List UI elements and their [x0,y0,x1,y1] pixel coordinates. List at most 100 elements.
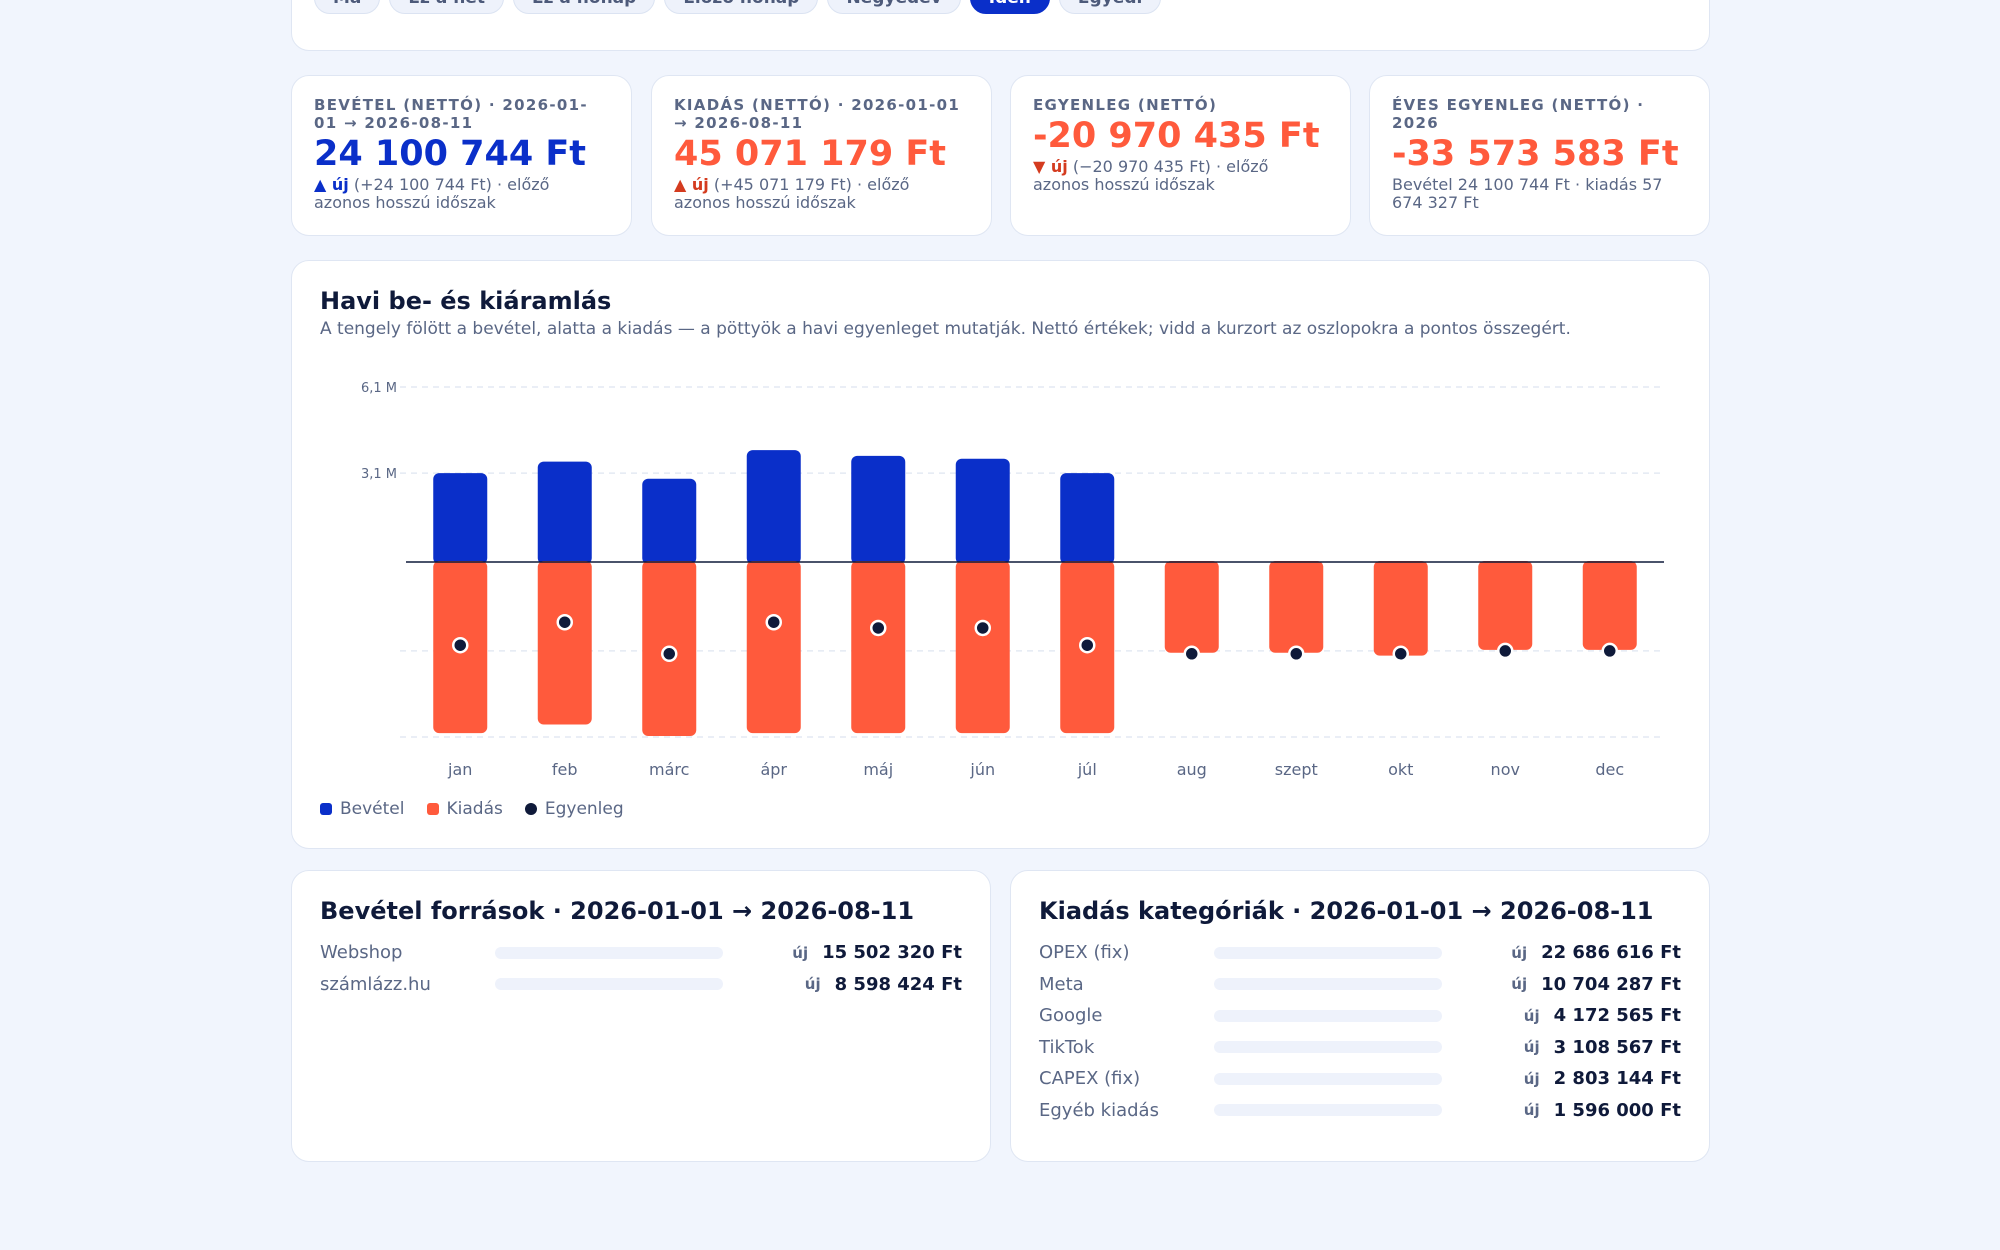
cashflow-chart: 6,1 M 3,1 M jan feb márc ápr máj jún júl aug szept… [361,381,1664,779]
x-tick-label: ápr [760,760,787,779]
balance-point [1497,642,1514,660]
expense-category-row-bar [1214,1009,1442,1022]
expense-bar [1478,561,1533,650]
balance-point [1392,645,1409,663]
income-bar [642,478,697,564]
income-source-row-value: 15 502 320 Ft [822,942,962,964]
expense-category-row: OPEX (fix) új 22 686 616 Ft [1039,937,1681,969]
expense-categories-title: Kiadás kategóriák · 2026-01-01 → 2026-08… [1039,897,1654,925]
kpi-annual-note: Bevétel 24 100 744 Ft · kiadás 57 674 32… [1392,175,1663,212]
x-tick-label: szept [1275,760,1318,779]
chip-this-year[interactable]: Idén [969,0,1050,14]
chip-custom[interactable]: Egyedi [1058,0,1162,14]
expense-category-row-bar [1214,1072,1442,1085]
chip-this-week[interactable]: Ez a hét [389,0,504,14]
kpi-income-note-text: (+24 100 744 Ft) · előző azonos hosszú i… [314,175,550,212]
legend-item-expense: Kiadás [426,799,503,819]
chip-previous-month[interactable]: Előző hónap [664,0,819,14]
legend-label-balance: Egyenleg [544,799,624,819]
balance-point [870,619,887,637]
kpi-balance-card: EGYENLEG (NETTÓ) -20 970 435 Ft ▼ új (−2… [1010,75,1351,236]
chart-subtitle: A tengely fölött a bevétel, alatta a kia… [320,319,1571,339]
balance-point [556,613,573,631]
y-tick-label: 6,1 M [361,381,397,396]
legend-item-balance: Egyenleg [524,799,624,819]
expense-category-row-badge: új [1511,975,1528,994]
expense-category-row-label: OPEX (fix) [1039,942,1130,964]
kpi-expense-label: KIADÁS (NETTÓ) · 2026-01-01 → 2026-08-11 [674,96,961,132]
income-sources-title: Bevétel források · 2026-01-01 → 2026-08-… [320,897,915,925]
kpi-income-card: BEVÉTEL (NETTÓ) · 2026-01-01 → 2026-08-1… [291,75,632,236]
expense-category-row-badge: új [1523,1069,1540,1088]
income-source-row-bar [495,978,723,991]
expense-category-row-value: 22 686 616 Ft [1541,942,1681,964]
expense-category-row-label: TikTok [1039,1036,1095,1058]
income-bar [433,473,488,564]
expense-bar [537,561,592,725]
kpi-annual-value: -33 573 583 Ft [1392,134,1679,174]
period-chips: Ma Ez a hét Ez a hónap Előző hónap Negye… [314,0,1162,33]
income-source-row-bar [495,946,723,959]
balance-point [1183,645,1200,663]
income-source-row: Webshop új 15 502 320 Ft [320,937,962,969]
income-sources-card: Bevétel források · 2026-01-01 → 2026-08-… [291,870,991,1162]
legend-label-income: Bevétel [340,799,405,819]
kpi-annual-card: ÉVES EGYENLEG (NETTÓ) · 2026 -33 573 583… [1369,75,1710,236]
income-bar [1060,473,1115,564]
income-source-row: számlázz.hu új 8 598 424 Ft [320,969,962,1001]
income-bar [955,458,1010,564]
income-source-row-value: 8 598 424 Ft [834,973,962,995]
period-selector: Ma Ez a hét Ez a hónap Előző hónap Negye… [291,0,1710,51]
balance-point [1079,636,1096,654]
kpi-annual-label: ÉVES EGYENLEG (NETTÓ) · 2026 [1392,96,1645,132]
expense-category-row: Meta új 10 704 287 Ft [1039,969,1681,1001]
income-sources-list: Webshop új 15 502 320 Ft számlázz.hu új 8 598… [320,937,962,1000]
expense-category-row-value: 10 704 287 Ft [1541,973,1681,995]
kpi-expense-card: KIADÁS (NETTÓ) · 2026-01-01 → 2026-08-11… [651,75,992,236]
kpi-balance-label: EGYENLEG (NETTÓ) [1033,96,1218,114]
legend-label-expense: Kiadás [446,799,503,819]
income-source-row-badge: új [804,975,821,994]
expense-bar [1269,561,1324,653]
expense-categories-card: Kiadás kategóriák · 2026-01-01 → 2026-08… [1010,870,1710,1162]
x-tick-label: jún [969,760,995,779]
x-tick-label: júl [1077,760,1097,779]
chip-this-month[interactable]: Ez a hónap [512,0,656,14]
balance-point [661,645,678,663]
x-tick-label: márc [649,760,689,779]
kpi-income-note: ▲ új (+24 100 744 Ft) · előző azonos hos… [314,176,609,212]
expense-category-row-label: Meta [1039,973,1084,995]
expense-category-row-label: Google [1039,1005,1103,1027]
expense-category-row-badge: új [1523,1006,1540,1025]
balance-point [765,613,782,631]
x-tick-label: máj [863,760,893,779]
income-bar [851,455,906,564]
expense-bar [851,561,906,734]
kpi-expense-value: 45 071 179 Ft [674,134,947,174]
expense-category-row-bar [1214,978,1442,991]
x-tick-label: jan [447,760,472,779]
expense-category-row-badge: új [1511,943,1528,962]
expense-category-row: Egyéb kiadás új 1 596 000 Ft [1039,1095,1681,1127]
expense-category-row-value: 4 172 565 Ft [1553,1005,1681,1027]
expense-category-row-badge: új [1523,1038,1540,1057]
expense-category-row-bar [1214,946,1442,959]
expense-category-row: Google új 4 172 565 Ft [1039,1000,1681,1032]
expense-category-row: CAPEX (fix) új 2 803 144 Ft [1039,1063,1681,1095]
chart-title: Havi be- és kiáramlás [320,287,612,315]
chip-quarter[interactable]: Negyedév [827,0,961,14]
kpi-income-value: 24 100 744 Ft [314,134,587,174]
expense-category-row-value: 3 108 567 Ft [1553,1036,1681,1058]
balance-point [1288,645,1305,663]
expense-bar [1373,561,1428,656]
chip-today[interactable]: Ma [314,0,381,14]
income-source-row-label: számlázz.hu [320,973,431,995]
expense-category-row-value: 2 803 144 Ft [1553,1068,1681,1090]
x-tick-label: feb [552,760,578,779]
expense-category-row-value: 1 596 000 Ft [1553,1099,1681,1121]
expense-category-row-label: Egyéb kiadás [1039,1099,1159,1121]
expense-bar [955,561,1010,734]
expense-categories-list: OPEX (fix) új 22 686 616 Ft Meta új 10 704 28… [1039,937,1681,1126]
expense-bar [1164,561,1219,653]
x-tick-label: nov [1491,760,1520,779]
